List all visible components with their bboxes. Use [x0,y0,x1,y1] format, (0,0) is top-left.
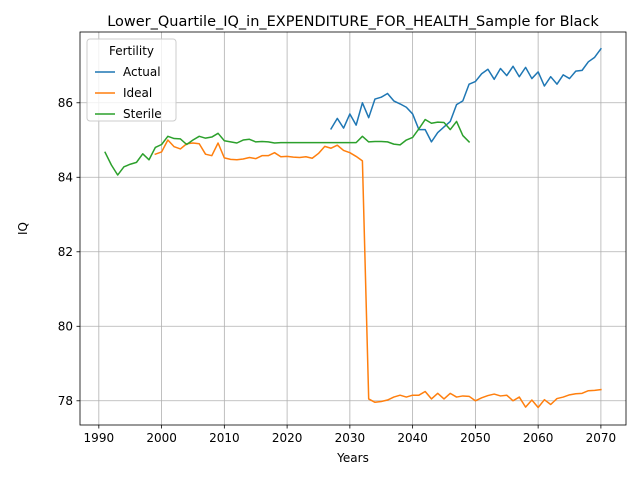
series-line-actual [330,47,602,143]
x-tick-label: 1990 [84,431,115,445]
legend-label-ideal: Ideal [123,86,152,100]
legend-box [86,38,177,122]
x-tick-label: 2000 [146,431,177,445]
x-axis-title: Years [336,451,369,465]
legend-title: Fertility [109,44,154,58]
series-lines [104,47,602,409]
y-tick-label: 84 [58,171,73,185]
y-tick-label: 80 [58,320,73,334]
y-tick-label: 78 [58,394,73,408]
x-tick-label: 2050 [460,431,491,445]
chart-title: Lower_Quartile_IQ_in_EXPENDITURE_FOR_HEA… [107,14,599,30]
legend-label-sterile: Sterile [123,107,162,121]
y-axis-title: IQ [16,222,30,235]
x-tick-label: 2010 [209,431,240,445]
x-tick-label: 2060 [523,431,554,445]
grid [80,32,626,425]
y-tick-label: 86 [58,96,73,110]
x-tick-label: 2020 [272,431,303,445]
axis-ticks: 1990 2000 2010 2020 2030 2040 2050 2060 2070 78 80… [58,96,616,445]
x-tick-label: 2070 [586,431,617,445]
legend-label-actual: Actual [123,65,161,79]
series-line-sterile [104,118,471,176]
plot-area-frame [79,31,627,426]
y-tick-label: 82 [58,245,73,259]
series-line-ideal [154,139,602,409]
x-tick-label: 2040 [397,431,428,445]
legend: Fertility Actual Ideal Sterile [86,38,177,122]
x-tick-label: 2030 [335,431,366,445]
